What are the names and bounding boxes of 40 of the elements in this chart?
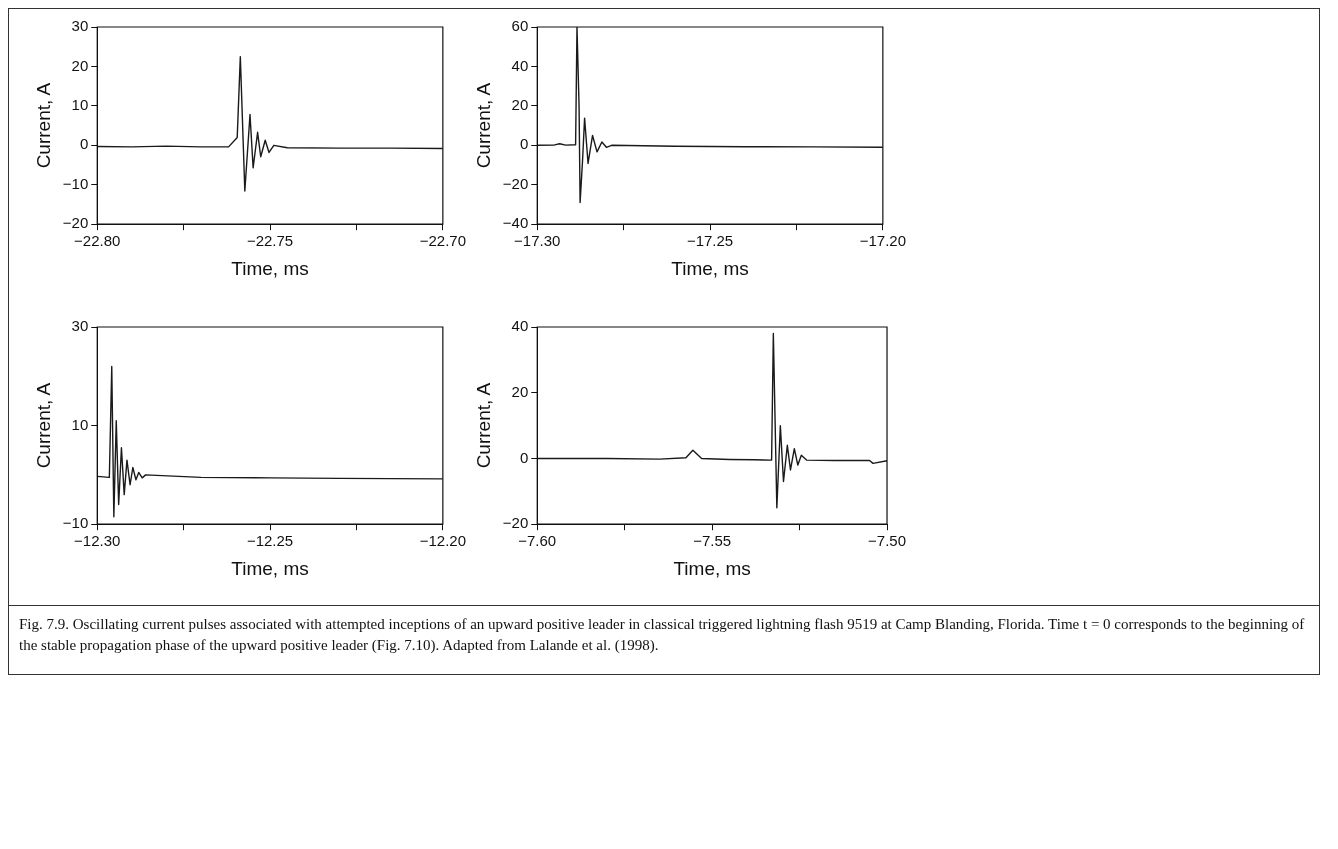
x-tick-label: −22.70 — [419, 232, 466, 250]
y-tick-label: 60 — [511, 17, 529, 35]
caption: Fig. 7.9. Oscillating current pulses associated with attempted inceptions of an upward positive leader in classical triggered lightning flash 9519 at Camp Blanding, Florida. Time t = 0 corresponds to the beginning of the stable propagation phase of the upward positive leader (Fig. 7.10). Adapted from Lalande et al. (1998). — [19, 615, 1306, 655]
y-axis-title: Current, A — [32, 382, 54, 469]
y-tick-label: −20 — [502, 174, 529, 192]
y-axis-title: Current, A — [32, 82, 54, 169]
x-tick-label: −12.25 — [246, 532, 294, 550]
y-tick-label: 40 — [511, 56, 529, 74]
y-axis-title: Current, A — [472, 82, 494, 169]
y-tick-label: 30 — [71, 17, 89, 35]
y-tick-label: −10 — [62, 174, 89, 192]
x-axis-title: Time, ms — [231, 257, 309, 279]
x-tick-label: −7.50 — [868, 532, 907, 550]
x-tick-label: −7.55 — [693, 532, 732, 550]
x-tick-label: −12.20 — [419, 532, 466, 550]
x-tick-label: −17.25 — [686, 232, 734, 250]
y-tick-label: −40 — [502, 214, 529, 232]
y-tick-label: −20 — [62, 214, 89, 232]
y-tick-label: 20 — [511, 96, 529, 114]
y-tick-label: 40 — [511, 317, 529, 335]
x-axis-title: Time, ms — [673, 557, 751, 579]
y-tick-label: 10 — [71, 415, 89, 433]
y-tick-label: 20 — [71, 56, 89, 74]
x-tick-label: −22.80 — [74, 232, 121, 250]
x-tick-label: −17.30 — [514, 232, 561, 250]
y-tick-label: 20 — [511, 382, 529, 400]
y-axis-title: Current, A — [472, 382, 494, 469]
y-tick-label: 0 — [519, 448, 529, 466]
x-axis-title: Time, ms — [231, 557, 309, 579]
y-tick-label: 30 — [71, 317, 89, 335]
x-axis-title: Time, ms — [671, 257, 749, 279]
y-tick-label: 0 — [79, 135, 89, 153]
y-tick-label: 0 — [519, 135, 529, 153]
x-tick-label: −22.75 — [246, 232, 294, 250]
x-tick-label: −12.30 — [74, 532, 121, 550]
y-tick-label: −20 — [502, 514, 529, 532]
x-tick-label: −7.60 — [518, 532, 557, 550]
y-tick-label: 10 — [71, 96, 89, 114]
x-tick-label: −17.20 — [859, 232, 906, 250]
y-tick-label: −10 — [62, 514, 89, 532]
